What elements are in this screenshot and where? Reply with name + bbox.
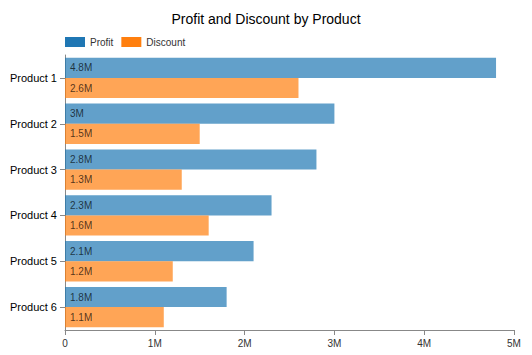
svg-text:Profit and Discount by Product: Profit and Discount by Product bbox=[171, 11, 360, 27]
svg-text:Product 2: Product 2 bbox=[10, 118, 57, 130]
svg-text:1.1M: 1.1M bbox=[70, 312, 92, 323]
svg-text:2.6M: 2.6M bbox=[70, 83, 92, 94]
svg-text:Product 1: Product 1 bbox=[10, 72, 57, 84]
svg-text:4M: 4M bbox=[417, 338, 431, 349]
svg-text:5M: 5M bbox=[507, 338, 521, 349]
svg-text:3M: 3M bbox=[70, 108, 84, 119]
svg-text:4.8M: 4.8M bbox=[70, 62, 92, 73]
svg-text:2.8M: 2.8M bbox=[70, 154, 92, 165]
svg-text:2.3M: 2.3M bbox=[70, 200, 92, 211]
svg-text:3M: 3M bbox=[327, 338, 341, 349]
svg-text:2M: 2M bbox=[238, 338, 252, 349]
svg-text:Discount: Discount bbox=[146, 37, 185, 48]
svg-text:1M: 1M bbox=[148, 338, 162, 349]
svg-text:1.6M: 1.6M bbox=[70, 220, 92, 231]
svg-text:1.3M: 1.3M bbox=[70, 174, 92, 185]
svg-text:Product 6: Product 6 bbox=[10, 301, 57, 313]
svg-text:1.8M: 1.8M bbox=[70, 292, 92, 303]
svg-text:Profit: Profit bbox=[90, 37, 114, 48]
svg-text:1.5M: 1.5M bbox=[70, 128, 92, 139]
svg-text:0: 0 bbox=[62, 338, 68, 349]
svg-text:Product 4: Product 4 bbox=[10, 209, 57, 221]
svg-text:1.2M: 1.2M bbox=[70, 266, 92, 277]
svg-text:Product 5: Product 5 bbox=[10, 255, 57, 267]
svg-text:2.1M: 2.1M bbox=[70, 246, 92, 257]
svg-text:Product 3: Product 3 bbox=[10, 164, 57, 176]
